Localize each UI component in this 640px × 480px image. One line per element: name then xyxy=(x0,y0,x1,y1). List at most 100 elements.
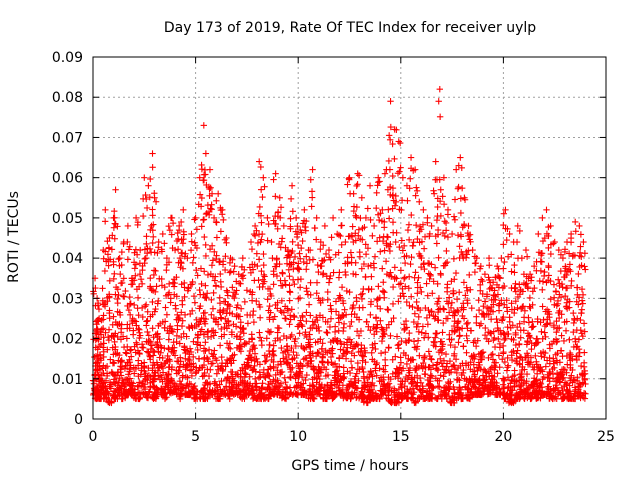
data-point xyxy=(425,348,432,355)
data-point xyxy=(385,344,392,351)
data-point xyxy=(180,228,187,235)
data-point xyxy=(358,194,366,201)
data-point xyxy=(308,188,316,195)
data-point xyxy=(106,293,113,300)
data-point xyxy=(440,373,447,380)
y-tick-label: 0.05 xyxy=(52,211,83,227)
data-point xyxy=(582,266,589,273)
data-point xyxy=(340,364,347,371)
data-point xyxy=(539,303,546,310)
data-point xyxy=(430,187,437,194)
data-point xyxy=(112,387,119,395)
data-point xyxy=(443,288,451,295)
y-tick-labels: 0 0.01 0.02 0.03 0.04 0.05 0.06 0.07 0.08 0.09 xyxy=(52,50,83,428)
data-point xyxy=(543,206,550,214)
data-point xyxy=(154,300,161,307)
data-point xyxy=(108,398,115,406)
data-point xyxy=(150,352,157,359)
data-point xyxy=(308,194,316,201)
data-point xyxy=(282,379,289,386)
data-point xyxy=(206,166,214,173)
data-point xyxy=(434,203,441,211)
data-point xyxy=(440,305,447,312)
data-point xyxy=(455,183,462,191)
data-point xyxy=(539,278,547,285)
data-point xyxy=(124,256,132,263)
data-point xyxy=(112,186,119,193)
data-point xyxy=(377,349,385,357)
data-point xyxy=(129,280,136,288)
data-point xyxy=(545,374,553,382)
data-point xyxy=(541,268,548,276)
data-point xyxy=(286,297,293,304)
data-point xyxy=(353,213,360,221)
data-point xyxy=(364,205,371,212)
data-point xyxy=(158,374,165,381)
data-point xyxy=(395,345,402,352)
data-point xyxy=(108,369,116,376)
data-point xyxy=(268,238,275,246)
data-point xyxy=(99,316,107,323)
data-point xyxy=(307,279,314,286)
data-point xyxy=(165,259,173,266)
data-point xyxy=(213,197,220,204)
data-point xyxy=(272,193,279,200)
data-point xyxy=(192,214,199,222)
data-point xyxy=(529,288,537,295)
data-point xyxy=(547,250,555,258)
data-point xyxy=(248,245,256,253)
data-point xyxy=(181,293,188,301)
data-point xyxy=(147,356,154,363)
data-point xyxy=(150,233,157,241)
data-point xyxy=(117,311,124,319)
data-point xyxy=(440,306,448,313)
data-point xyxy=(570,319,577,327)
data-point xyxy=(357,291,365,298)
data-point xyxy=(288,182,296,189)
data-point xyxy=(451,196,459,203)
data-point xyxy=(580,320,588,327)
data-point xyxy=(151,348,158,356)
data-point xyxy=(577,231,585,238)
data-point xyxy=(581,263,588,270)
data-point xyxy=(567,234,575,242)
data-point xyxy=(122,349,129,356)
data-point xyxy=(577,243,584,250)
data-point xyxy=(348,311,355,318)
data-point xyxy=(578,253,585,260)
data-point xyxy=(400,293,408,300)
data-point xyxy=(317,245,324,253)
data-point xyxy=(255,256,263,263)
data-point xyxy=(545,262,552,270)
data-point xyxy=(130,327,137,334)
data-point xyxy=(485,254,493,262)
data-point xyxy=(104,333,112,341)
data-point xyxy=(145,349,152,356)
data-point xyxy=(241,298,249,306)
data-point xyxy=(97,357,105,364)
data-point xyxy=(501,336,508,344)
data-point xyxy=(190,254,197,261)
data-point xyxy=(174,311,181,319)
data-point xyxy=(145,332,153,339)
data-point xyxy=(132,349,139,356)
data-point xyxy=(118,248,126,256)
data-point xyxy=(147,249,155,256)
data-point xyxy=(404,226,412,234)
data-point xyxy=(369,232,376,240)
data-point xyxy=(136,326,143,333)
data-point xyxy=(323,328,330,336)
data-point xyxy=(152,288,159,296)
data-point xyxy=(104,297,111,305)
data-point xyxy=(343,287,350,295)
data-point xyxy=(522,246,530,254)
data-point xyxy=(577,326,584,334)
data-point xyxy=(486,262,493,269)
data-point xyxy=(111,207,118,215)
data-point xyxy=(523,253,531,260)
y-tick-label: 0.07 xyxy=(52,130,83,146)
data-point xyxy=(456,289,463,296)
data-point xyxy=(149,206,156,213)
y-tick-label: 0.09 xyxy=(52,50,83,66)
data-point xyxy=(123,335,131,342)
